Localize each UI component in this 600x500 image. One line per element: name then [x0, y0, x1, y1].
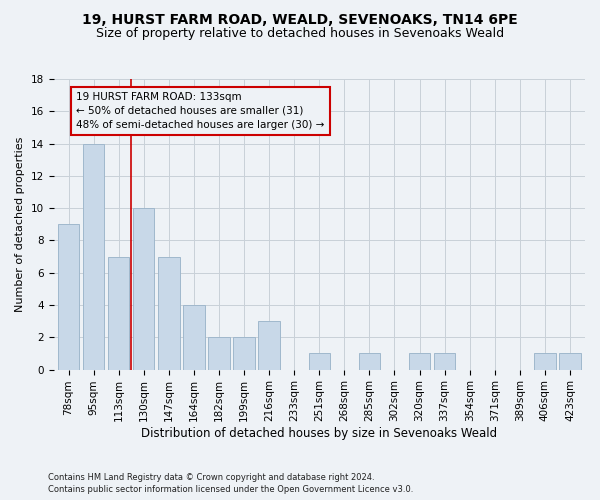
Bar	[359, 354, 380, 370]
Bar	[158, 256, 179, 370]
X-axis label: Distribution of detached houses by size in Sevenoaks Weald: Distribution of detached houses by size …	[141, 427, 497, 440]
Y-axis label: Number of detached properties: Number of detached properties	[15, 136, 25, 312]
Bar	[308, 354, 330, 370]
Bar	[133, 208, 154, 370]
Bar	[108, 256, 130, 370]
Bar	[259, 321, 280, 370]
Bar	[83, 144, 104, 370]
Bar	[183, 305, 205, 370]
Bar	[409, 354, 430, 370]
Bar	[58, 224, 79, 370]
Text: Contains HM Land Registry data © Crown copyright and database right 2024.: Contains HM Land Registry data © Crown c…	[48, 472, 374, 482]
Bar	[208, 338, 230, 370]
Text: Size of property relative to detached houses in Sevenoaks Weald: Size of property relative to detached ho…	[96, 28, 504, 40]
Text: 19, HURST FARM ROAD, WEALD, SEVENOAKS, TN14 6PE: 19, HURST FARM ROAD, WEALD, SEVENOAKS, T…	[82, 12, 518, 26]
Text: Contains public sector information licensed under the Open Government Licence v3: Contains public sector information licen…	[48, 485, 413, 494]
Text: 19 HURST FARM ROAD: 133sqm
← 50% of detached houses are smaller (31)
48% of semi: 19 HURST FARM ROAD: 133sqm ← 50% of deta…	[76, 92, 325, 130]
Bar	[534, 354, 556, 370]
Bar	[434, 354, 455, 370]
Bar	[559, 354, 581, 370]
Bar	[233, 338, 255, 370]
